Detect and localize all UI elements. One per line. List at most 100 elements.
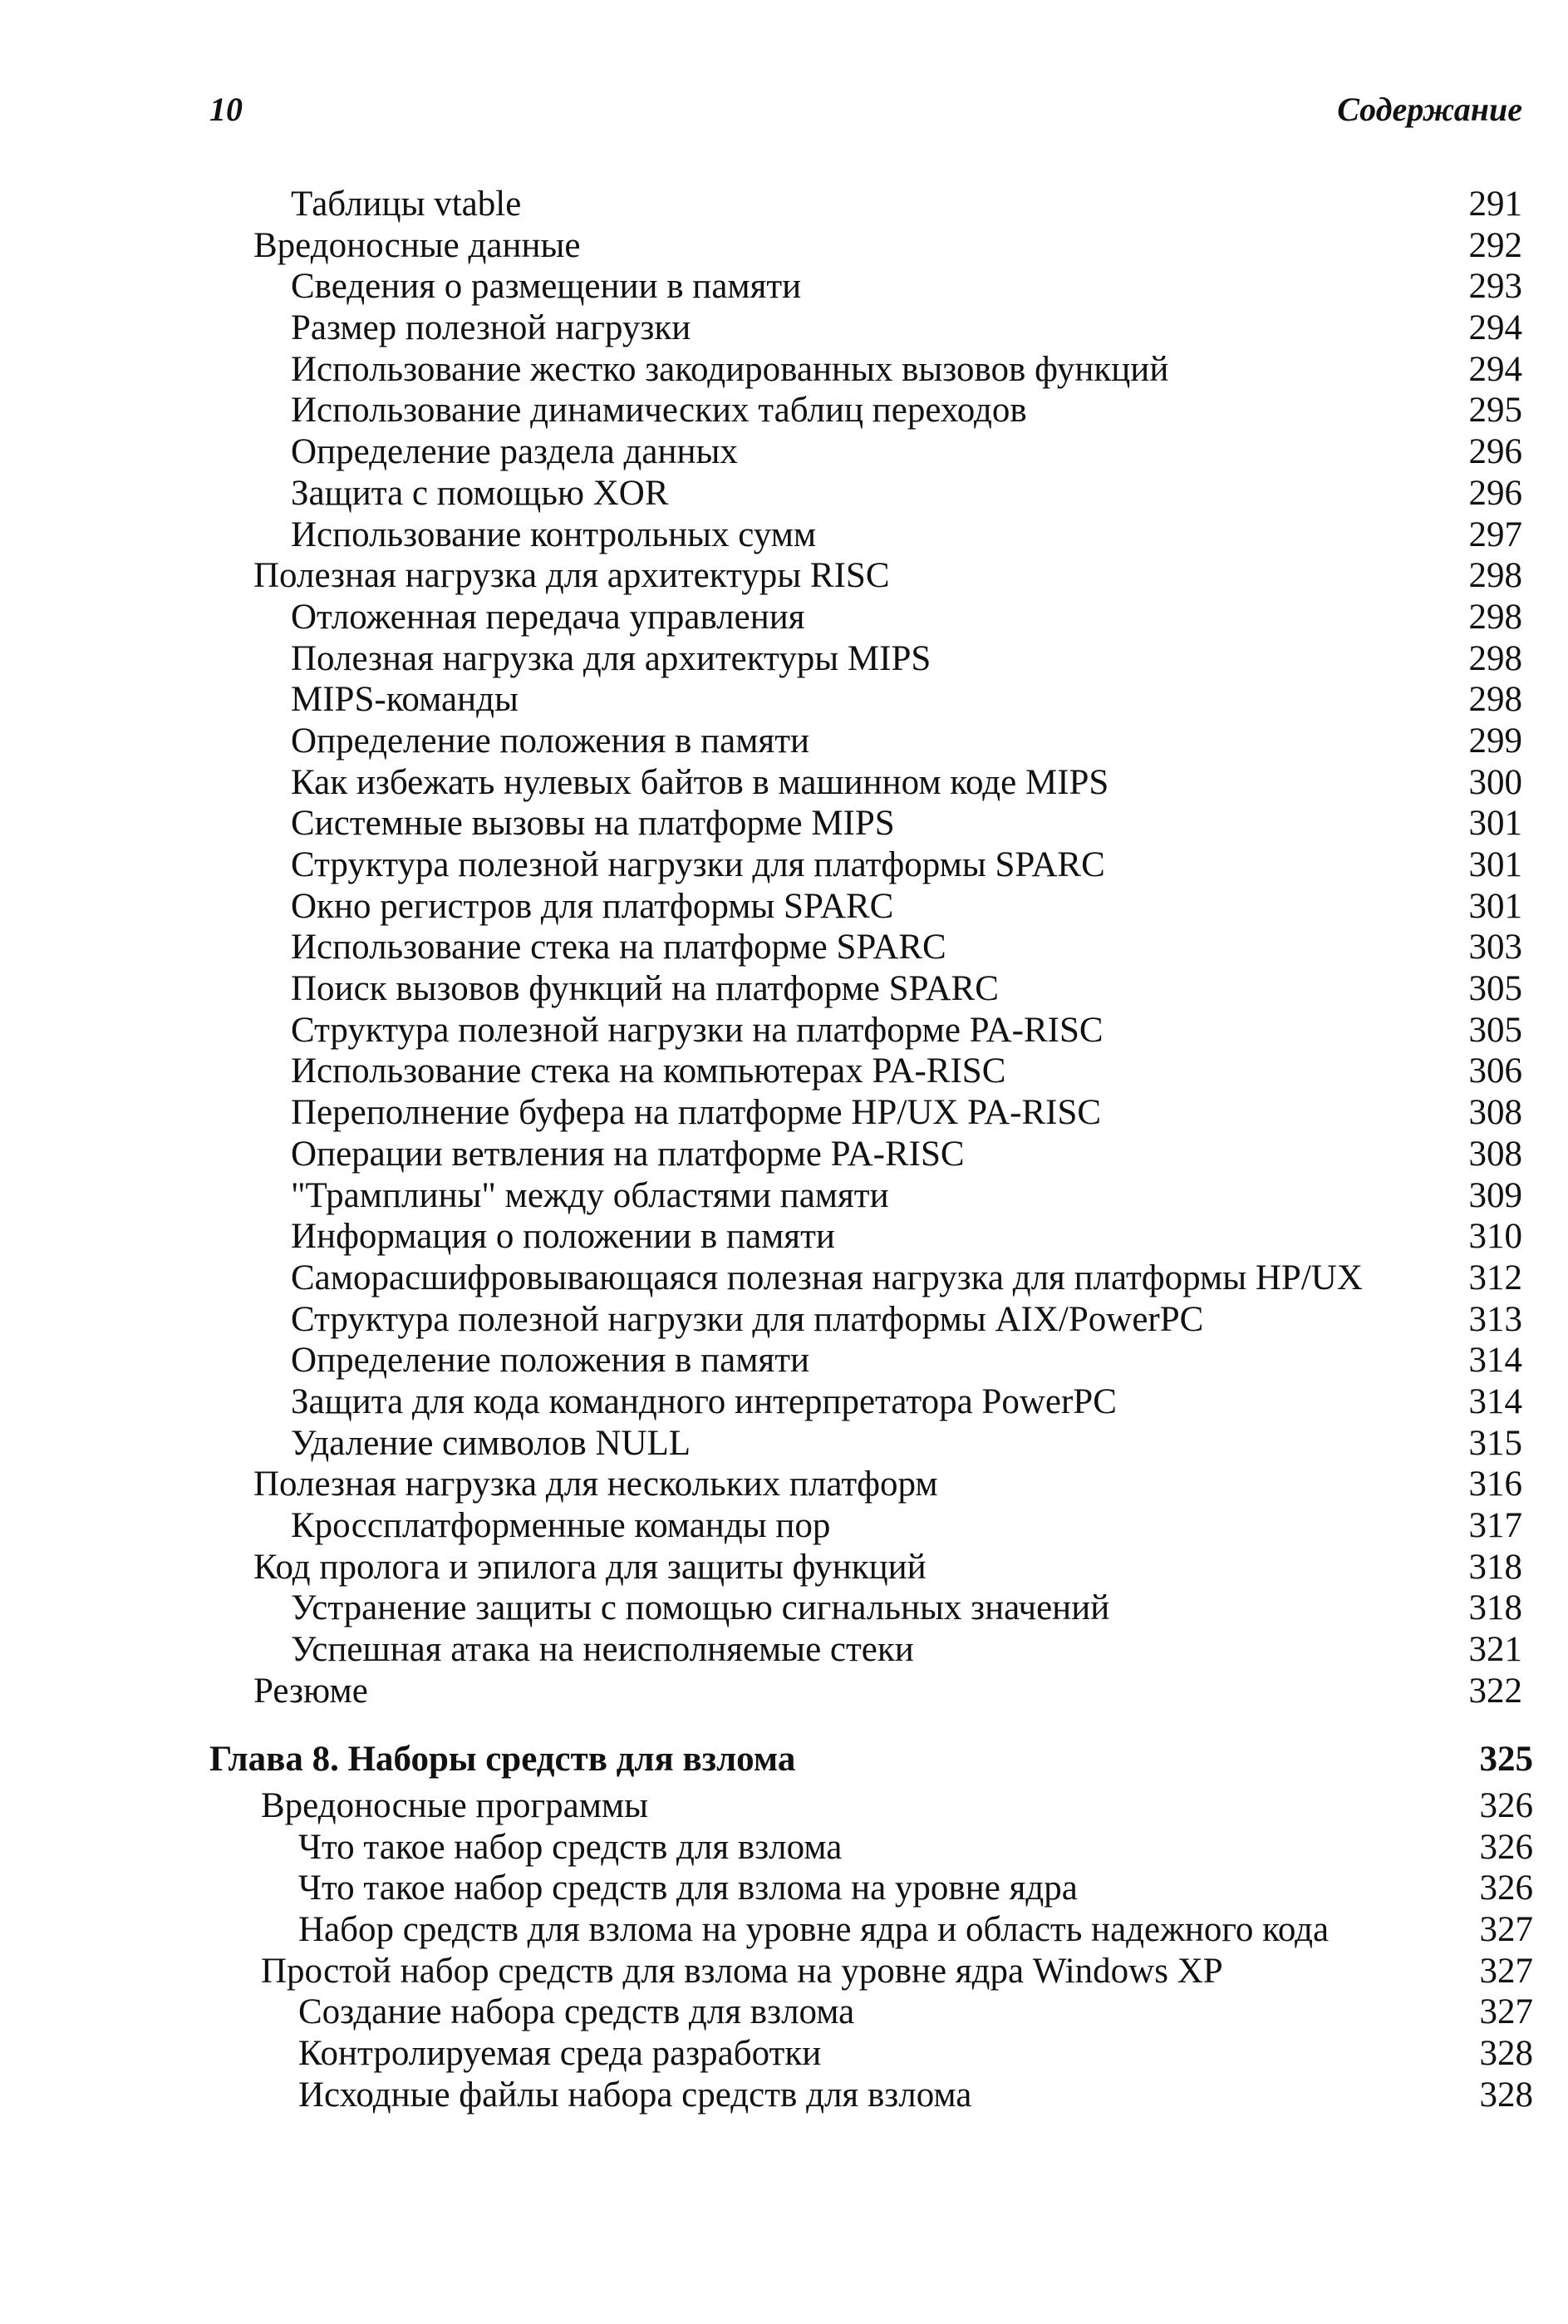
toc-entry-page: 316 <box>1468 1465 1523 1504</box>
toc-entry[interactable]: Полезная нагрузка для архитектуры MIPS 29… <box>209 638 1522 680</box>
toc-entry-label: Успешная атака на неисполняемые стеки <box>291 1630 914 1670</box>
toc-entry[interactable]: Операции ветвления на платформе PA-RISC 3… <box>209 1134 1522 1175</box>
toc-entry[interactable]: Структура полезной нагрузки на платформе… <box>209 1010 1522 1051</box>
toc-entry[interactable]: Создание набора средств для взлома 327 <box>209 1992 1533 2033</box>
toc-entry[interactable]: MIPS-команды 298 <box>209 679 1522 721</box>
toc-entry-label: Набор средств для взлома на уровне ядра … <box>298 1910 1330 1950</box>
chapter-heading[interactable]: Глава 8. Наборы средств для взлома 325 <box>209 1734 1533 1785</box>
toc-entry[interactable]: Полезная нагрузка для архитектуры RISC 29… <box>209 555 1522 597</box>
toc-entry-label: "Трамплины" между областями памяти <box>291 1175 889 1215</box>
toc-entry-page: 308 <box>1468 1093 1523 1133</box>
chapter-title: Глава 8. Наборы средств для взлома <box>209 1740 796 1779</box>
toc-entry-label: Размер полезной нагрузки <box>291 308 691 348</box>
toc-entry-page: 306 <box>1468 1051 1523 1091</box>
toc-entry[interactable]: Окно регистров для платформы SPARC 301 <box>209 886 1522 928</box>
toc-entry-label: Защита для кода командного интерпретатор… <box>291 1381 1117 1421</box>
toc-entry-label: Простой набор средств для взлома на уров… <box>261 1951 1223 1991</box>
toc-entry-label: Код пролога и эпилога для защиты функций <box>253 1547 927 1587</box>
toc-entry-page: 291 <box>1468 185 1523 224</box>
toc-entry[interactable]: Использование динамических таблиц перехо… <box>209 390 1522 431</box>
toc-entry[interactable]: Вредоносные программы 326 <box>209 1785 1533 1827</box>
toc-entry[interactable]: Определение положения в памяти 314 <box>209 1340 1522 1381</box>
toc-entry-label: Что такое набор средств для взлома <box>298 1827 843 1867</box>
toc-entry[interactable]: Переполнение буфера на платформе HP/UX P… <box>209 1092 1522 1134</box>
toc-entry-page: 312 <box>1468 1258 1523 1297</box>
toc-entry-label: Использование стека на платформе SPARC <box>291 928 946 968</box>
toc-entry-label: Саморасшифровывающаяся полезная нагрузка… <box>291 1258 1363 1297</box>
toc-entry-label: Переполнение буфера на платформе HP/UX P… <box>291 1093 1102 1133</box>
toc-entry[interactable]: Системные вызовы на платформе MIPS 301 <box>209 803 1522 844</box>
toc-entry-page: 296 <box>1468 432 1523 472</box>
toc-entry[interactable]: Защита для кода командного интерпретатор… <box>209 1381 1522 1423</box>
toc-chapter-8: Глава 8. Наборы средств для взлома 325 В… <box>209 1734 1533 2116</box>
toc-entry-page: 294 <box>1468 308 1523 348</box>
toc-entry-label: Использование жестко закодированных вызо… <box>291 349 1169 389</box>
toc-entry[interactable]: Информация о положении в памяти 310 <box>209 1216 1522 1258</box>
toc-entry[interactable]: Набор средств для взлома на уровне ядра … <box>209 1909 1533 1951</box>
toc-entry-page: 313 <box>1468 1299 1523 1339</box>
toc-entry-label: Системные вызовы на платформе MIPS <box>291 804 895 844</box>
toc-entry[interactable]: Удаление символов NULL 315 <box>209 1423 1522 1465</box>
toc-entry-page: 298 <box>1468 597 1523 637</box>
toc-entry[interactable]: Использование контрольных сумм 297 <box>209 515 1522 556</box>
toc-entry[interactable]: Вредоносные данные 292 <box>209 225 1522 267</box>
toc-entry[interactable]: Поиск вызовов функций на платформе SPARC… <box>209 968 1522 1010</box>
toc-entry[interactable]: Использование стека на платформе SPARC 30… <box>209 927 1522 968</box>
toc-entry[interactable]: Как избежать нулевых байтов в машинном к… <box>209 762 1522 804</box>
toc-entry[interactable]: Размер полезной нагрузки 294 <box>209 308 1522 349</box>
toc-entry-page: 300 <box>1468 762 1523 802</box>
toc-entry-page: 305 <box>1468 969 1523 1009</box>
toc-entry-page: 299 <box>1468 721 1523 761</box>
toc-entry-label: Вредоносные данные <box>253 225 581 265</box>
toc-entry-page: 293 <box>1468 267 1523 307</box>
toc-entry-page: 314 <box>1468 1381 1523 1421</box>
toc-entry-page: 301 <box>1468 804 1523 844</box>
toc-entry[interactable]: Успешная атака на неисполняемые стеки 321 <box>209 1629 1522 1671</box>
toc-entry[interactable]: Использование стека на компьютерах PA-RI… <box>209 1051 1522 1092</box>
toc-entry-page: 310 <box>1468 1217 1523 1257</box>
toc-entry-label: Исходные файлы набора средств для взлома <box>298 2075 972 2115</box>
toc-entry[interactable]: Структура полезной нагрузки для платформ… <box>209 1299 1522 1341</box>
toc-entry[interactable]: Таблицы vtable 291 <box>209 184 1522 225</box>
toc-entry[interactable]: Контролируемая среда разработки 328 <box>209 2033 1533 2075</box>
toc-entry-label: Структура полезной нагрузки для платформ… <box>291 845 1105 884</box>
toc-entry-label: Полезная нагрузка для архитектуры RISC <box>253 556 890 596</box>
toc-entry[interactable]: Отложенная передача управления 298 <box>209 597 1522 638</box>
toc-entry-label: Использование стека на компьютерах PA-RI… <box>291 1051 1006 1091</box>
toc-entry[interactable]: Код пролога и эпилога для защиты функций… <box>209 1547 1522 1588</box>
toc-entry-page: 308 <box>1468 1134 1523 1174</box>
toc-entry-label: Как избежать нулевых байтов в машинном к… <box>291 762 1109 802</box>
page-number: 10 <box>209 91 243 128</box>
toc-list: Таблицы vtable 291 Вредоносные данные 292 Св… <box>209 184 1522 1711</box>
toc-entry-label: Что такое набор средств для взлома на ур… <box>298 1869 1078 1908</box>
toc-entry-page: 301 <box>1468 886 1523 926</box>
toc-entry-page: 318 <box>1468 1588 1523 1628</box>
toc-entry[interactable]: Кроссплатформенные команды пор 317 <box>209 1505 1522 1547</box>
toc-entry-label: Таблицы vtable <box>291 185 522 224</box>
toc-entry[interactable]: Что такое набор средств для взлома 326 <box>209 1827 1533 1869</box>
toc-entry[interactable]: Полезная нагрузка для нескольких платфор… <box>209 1464 1522 1505</box>
toc-entry-page: 327 <box>1479 1992 1534 2032</box>
toc-entry[interactable]: Использование жестко закодированных вызо… <box>209 349 1522 391</box>
toc-entry[interactable]: Определение положения в памяти 299 <box>209 721 1522 762</box>
toc-entry-page: 295 <box>1468 391 1523 431</box>
toc-entry[interactable]: Структура полезной нагрузки для платформ… <box>209 844 1522 886</box>
toc-entry[interactable]: Простой набор средств для взлома на уров… <box>209 1951 1533 1992</box>
toc-entry-label: Вредоносные программы <box>261 1786 649 1825</box>
toc-entry[interactable]: "Трамплины" между областями памяти 309 <box>209 1175 1522 1217</box>
toc-entry[interactable]: Исходные файлы набора средств для взлома… <box>209 2075 1533 2116</box>
toc-entry-label: Резюме <box>253 1671 368 1711</box>
toc-entry[interactable]: Устранение защиты с помощью сигнальных з… <box>209 1588 1522 1629</box>
toc-entry[interactable]: Защита с помощью XOR 296 <box>209 473 1522 515</box>
toc-entry[interactable]: Резюме 322 <box>209 1671 1522 1712</box>
toc-entry-page: 305 <box>1468 1010 1523 1050</box>
toc-entry[interactable]: Сведения о размещении в памяти 293 <box>209 266 1522 308</box>
toc-entry-label: Защита с помощью XOR <box>291 473 669 513</box>
toc-entry[interactable]: Саморасшифровывающаяся полезная нагрузка… <box>209 1258 1522 1299</box>
toc-entry[interactable]: Определение раздела данных 296 <box>209 431 1522 473</box>
toc-entry-label: Создание набора средств для взлома <box>298 1992 855 2032</box>
toc-entry-page: 296 <box>1468 473 1523 513</box>
toc-entry-label: Определение раздела данных <box>291 432 738 472</box>
toc-entry-label: Определение положения в памяти <box>291 1341 810 1381</box>
toc-entry[interactable]: Что такое набор средств для взлома на ур… <box>209 1868 1533 1909</box>
